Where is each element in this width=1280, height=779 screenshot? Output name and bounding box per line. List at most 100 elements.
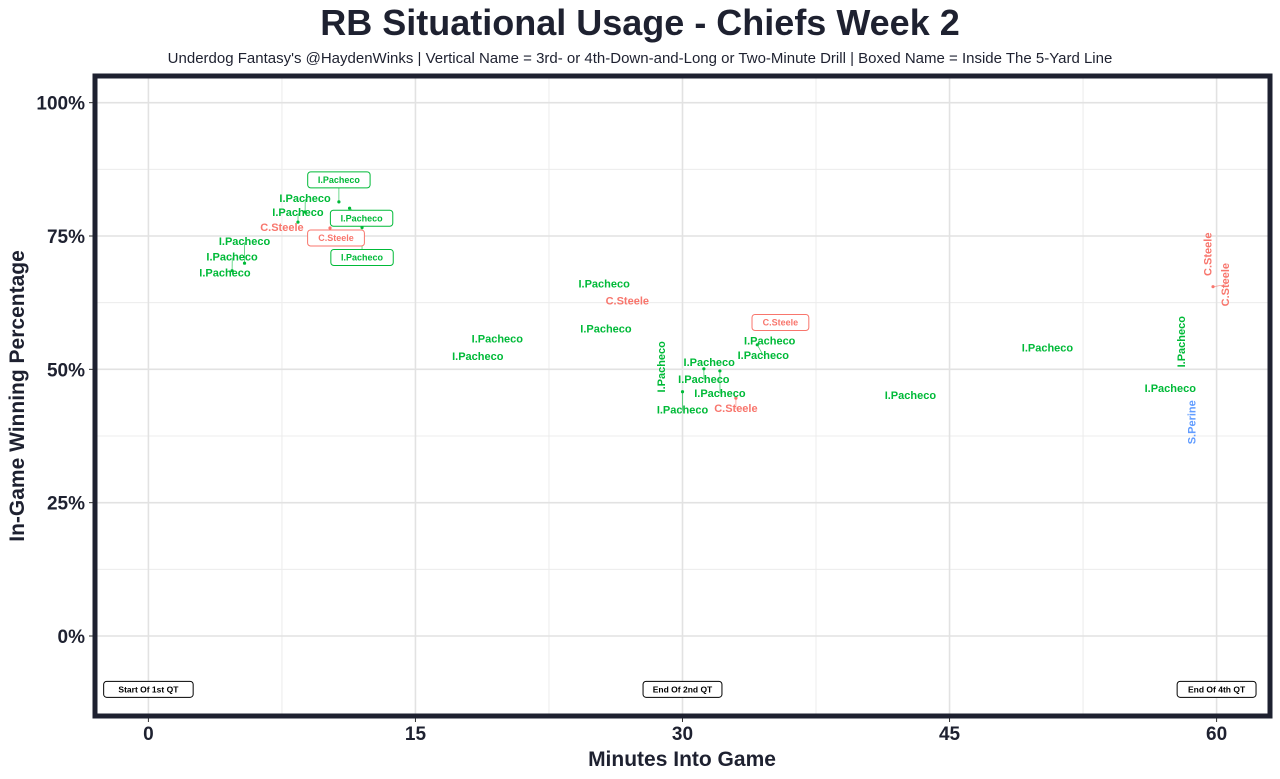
player-label-group: C.Steele (606, 295, 649, 307)
y-tick-label: 0% (58, 627, 86, 648)
player-label-group: C.Steele (260, 222, 303, 234)
player-label-boxed: I.Pacheco (341, 252, 384, 262)
player-label-box (330, 248, 394, 266)
x-tick-label: 0 (143, 724, 154, 745)
player-label-group: I.Pacheco (1145, 383, 1197, 395)
player-label-box (307, 229, 365, 247)
player-label-box (307, 171, 371, 189)
chart-title: RB Situational Usage - Chiefs Week 2 (320, 2, 960, 43)
x-axis-label: Minutes Into Game (588, 748, 776, 771)
player-label-group: I.Pacheco (684, 357, 736, 369)
player-label: I.Pacheco (578, 279, 630, 291)
data-labels: I.Pacheco I.Pacheco I.Pacheco C.Steele I.Pac… (199, 171, 1232, 444)
data-point (303, 210, 307, 214)
player-label-group: C.Steele (1203, 233, 1215, 276)
data-point (337, 200, 341, 204)
player-label-group: I.Pacheco (678, 374, 730, 386)
data-point (718, 369, 722, 373)
player-label: I.Pacheco (684, 357, 736, 369)
annotations: Start Of 1st QT End Of 2nd QT End Of 4th Q… (103, 680, 1257, 698)
y-tick-label: 75% (47, 227, 85, 248)
player-label-vertical: I.Pacheco (1176, 316, 1188, 368)
player-label-group: I.Pacheco (656, 341, 668, 393)
annotation-box (103, 680, 194, 698)
annotation-box (1176, 680, 1257, 698)
player-label: I.Pacheco (1022, 343, 1074, 355)
player-label-group: I.Pacheco (580, 323, 632, 335)
player-label: I.Pacheco (206, 252, 258, 264)
leader-line (756, 344, 764, 356)
y-tick-label: 50% (47, 360, 85, 381)
x-tick-label: 45 (939, 724, 961, 745)
y-axis-label: In-Game Winning Percentage (6, 250, 29, 542)
player-label-group: I.Pacheco (694, 388, 746, 400)
player-label-group: C.Steele (1220, 263, 1232, 306)
player-label: I.Pacheco (272, 207, 324, 219)
player-label-group: I.Pacheco (330, 248, 394, 266)
player-label-group: I.Pacheco (744, 336, 796, 348)
player-label: I.Pacheco (279, 193, 331, 205)
annotation-label: End Of 4th QT (1188, 684, 1246, 694)
player-label: C.Steele (606, 295, 649, 307)
data-point (230, 269, 234, 273)
player-label: I.Pacheco (694, 388, 746, 400)
player-label-vertical: C.Steele (1203, 233, 1215, 276)
player-label-group: I.Pacheco (1176, 316, 1188, 368)
tick-labels: 0 15 30 45 60 0% 25% 50% 75% 100% (36, 94, 1227, 745)
player-label-group: I.Pacheco (885, 390, 937, 402)
player-label-group: I.Pacheco (578, 279, 630, 291)
player-label-group: I.Pacheco (279, 193, 331, 205)
player-label-vertical: I.Pacheco (656, 341, 668, 393)
player-label: I.Pacheco (885, 390, 937, 402)
player-label: I.Pacheco (744, 336, 796, 348)
y-tick-label: 100% (36, 94, 85, 115)
x-tick-label: 30 (672, 724, 693, 745)
leader-line (1212, 284, 1227, 288)
player-label-group: C.Steele (307, 229, 365, 247)
player-label: I.Pacheco (199, 267, 251, 279)
player-label-box (751, 314, 810, 332)
y-tick-label: 25% (47, 494, 85, 515)
player-label-group: I.Pacheco (657, 405, 709, 417)
grid (95, 76, 1270, 716)
player-label-group: I.Pacheco (452, 351, 504, 363)
player-label-group: I.Pacheco (472, 334, 524, 346)
data-point (347, 206, 352, 210)
player-label-boxed: C.Steele (763, 318, 799, 328)
player-label-boxed: I.Pacheco (318, 175, 361, 185)
data-point (1211, 285, 1215, 289)
player-label: C.Steele (714, 403, 757, 415)
data-point (242, 261, 247, 265)
data-point (328, 226, 332, 230)
chart-subtitle: Underdog Fantasy's @HaydenWinks | Vertic… (167, 50, 1113, 67)
data-point (296, 220, 300, 224)
player-label-group: I.Pacheco (307, 171, 371, 189)
annotation-label: End Of 2nd QT (653, 684, 713, 694)
player-label: I.Pacheco (738, 350, 790, 362)
player-label-group: I.Pacheco (206, 252, 258, 264)
panel-border (92, 73, 1273, 719)
player-label-vertical: S.Perine (1187, 400, 1199, 444)
player-label-vertical: C.Steele (1220, 263, 1232, 306)
data-point (702, 367, 706, 371)
player-label-group: I.Pacheco (219, 236, 271, 248)
player-label-group: S.Perine (1187, 400, 1199, 444)
player-label-group: I.Pacheco (1022, 343, 1074, 355)
data-point (680, 390, 685, 394)
player-label-boxed: I.Pacheco (341, 213, 384, 223)
player-label: I.Pacheco (580, 323, 632, 335)
data-point (734, 396, 738, 400)
data-point (755, 343, 759, 347)
x-tick-label: 60 (1206, 724, 1227, 745)
annotation-box (642, 680, 723, 698)
player-label: I.Pacheco (678, 374, 730, 386)
player-label-group: I.Pacheco (199, 267, 251, 279)
player-label: I.Pacheco (472, 334, 524, 346)
player-label: I.Pacheco (219, 236, 271, 248)
player-label-boxed: C.Steele (318, 233, 354, 243)
player-label-group: I.Pacheco (738, 350, 790, 362)
player-label: I.Pacheco (657, 405, 709, 417)
player-label: C.Steele (260, 222, 303, 234)
x-tick-label: 15 (405, 724, 427, 745)
player-label-group: C.Steele (751, 314, 810, 332)
